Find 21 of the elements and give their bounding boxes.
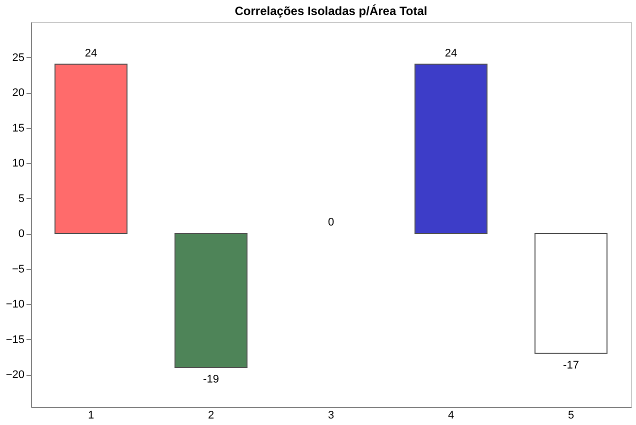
y-tick-label: −5 [12, 263, 24, 276]
data-label: -17 [563, 359, 579, 372]
y-tick-label: 10 [12, 158, 24, 170]
y-tick-label: 15 [12, 122, 24, 134]
y-tick-label: 5 [18, 192, 24, 205]
data-label: 0 [328, 216, 334, 229]
y-tick-label: −15 [6, 334, 24, 346]
x-tick-label: 2 [208, 410, 214, 422]
data-label: -19 [203, 374, 219, 386]
x-tick-label: 3 [328, 410, 334, 422]
data-label: 24 [84, 47, 98, 60]
x-tick-label: 4 [448, 410, 454, 422]
y-tick-label: 20 [12, 87, 24, 100]
y-tick-label: 25 [12, 52, 24, 64]
y-tick-label: −10 [6, 298, 24, 311]
data-label: 24 [444, 47, 458, 60]
x-tick-label: 5 [568, 410, 574, 422]
y-tick-label: 0 [18, 228, 24, 240]
chart-title: Correlações Isoladas p/Área Total [234, 4, 428, 18]
y-tick-label: −20 [6, 369, 24, 382]
x-tick-label: 1 [88, 410, 94, 422]
